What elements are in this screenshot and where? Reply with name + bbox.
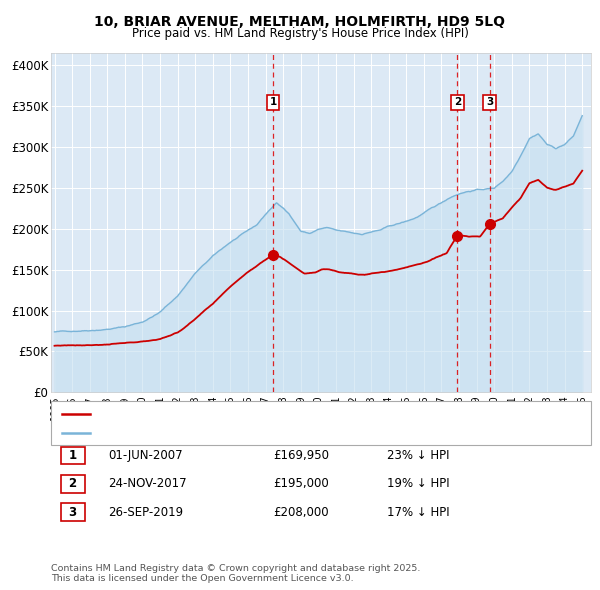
Text: 3: 3 <box>486 97 493 107</box>
Text: 01-JUN-2007: 01-JUN-2007 <box>108 449 182 462</box>
Text: 2: 2 <box>454 97 461 107</box>
Text: 23% ↓ HPI: 23% ↓ HPI <box>387 449 449 462</box>
Text: £195,000: £195,000 <box>273 477 329 490</box>
Text: 2: 2 <box>68 477 77 490</box>
Text: £169,950: £169,950 <box>273 449 329 462</box>
Text: Contains HM Land Registry data © Crown copyright and database right 2025.
This d: Contains HM Land Registry data © Crown c… <box>51 563 421 583</box>
Text: 10, BRIAR AVENUE, MELTHAM, HOLMFIRTH, HD9 5LQ (detached house): 10, BRIAR AVENUE, MELTHAM, HOLMFIRTH, HD… <box>96 409 449 418</box>
Text: Price paid vs. HM Land Registry's House Price Index (HPI): Price paid vs. HM Land Registry's House … <box>131 27 469 40</box>
Text: £208,000: £208,000 <box>273 506 329 519</box>
Text: 24-NOV-2017: 24-NOV-2017 <box>108 477 187 490</box>
Text: 19% ↓ HPI: 19% ↓ HPI <box>387 477 449 490</box>
Text: 10, BRIAR AVENUE, MELTHAM, HOLMFIRTH, HD9 5LQ: 10, BRIAR AVENUE, MELTHAM, HOLMFIRTH, HD… <box>95 15 505 29</box>
Text: 17% ↓ HPI: 17% ↓ HPI <box>387 506 449 519</box>
Text: 3: 3 <box>68 506 77 519</box>
Text: 26-SEP-2019: 26-SEP-2019 <box>108 506 183 519</box>
Text: 1: 1 <box>269 97 277 107</box>
Text: 1: 1 <box>68 449 77 462</box>
Text: HPI: Average price, detached house, Kirklees: HPI: Average price, detached house, Kirk… <box>96 428 320 438</box>
